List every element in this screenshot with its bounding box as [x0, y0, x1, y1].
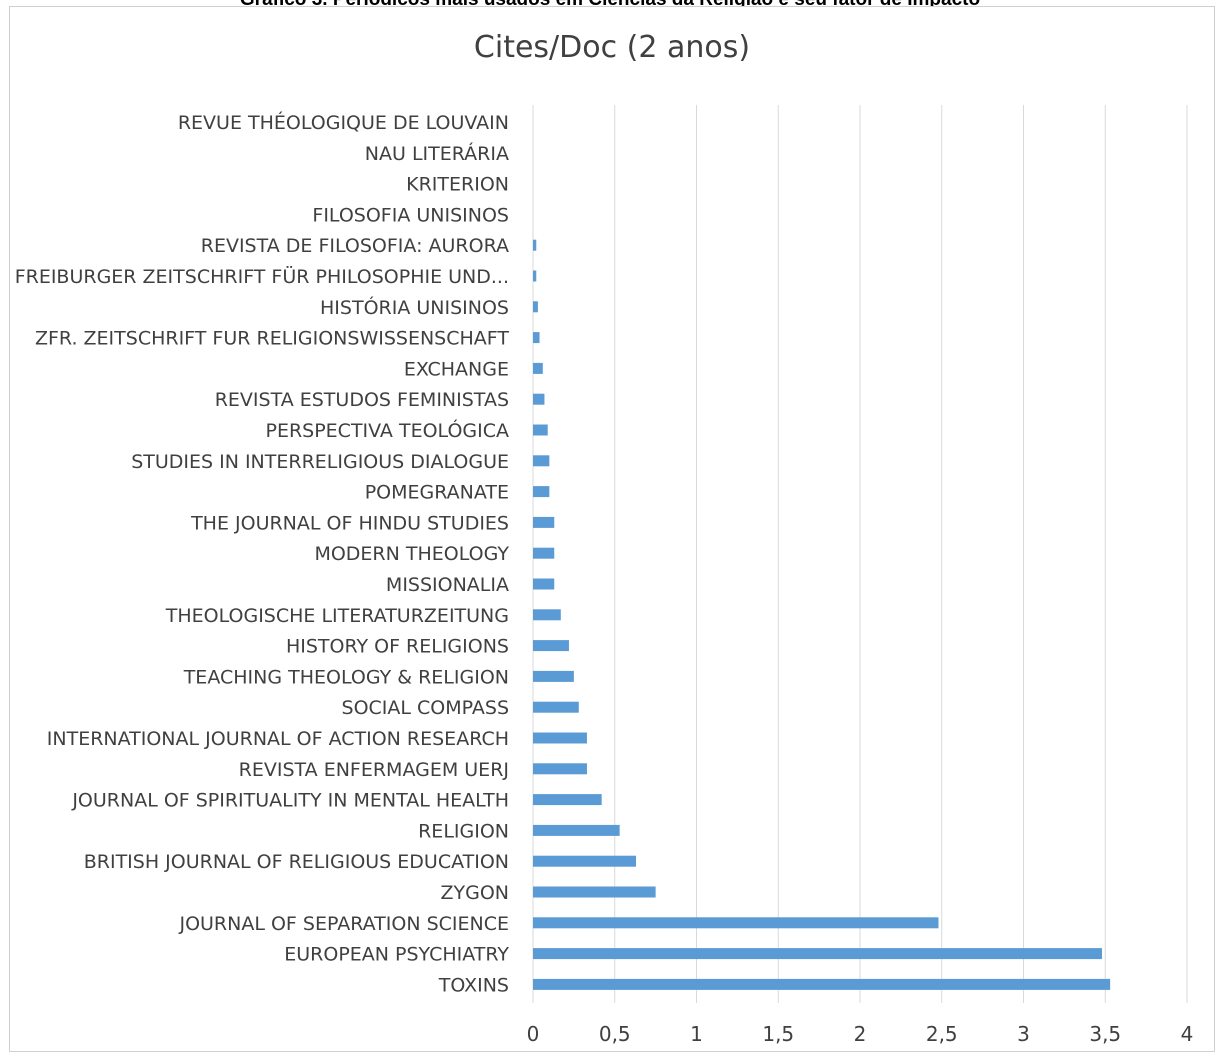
- category-label: ZFR. ZEITSCHRIFT FUR RELIGIONSWISSENSCHA…: [35, 328, 509, 350]
- bar: [533, 794, 602, 806]
- bar: [533, 516, 555, 528]
- category-label: TOXINS: [438, 974, 509, 996]
- category-label: REVISTA ENFERMAGEM UERJ: [239, 759, 509, 781]
- bar: [533, 239, 537, 251]
- bar: [533, 393, 545, 405]
- bar: [533, 270, 537, 282]
- bar: [533, 917, 939, 929]
- category-label: ZYGON: [440, 882, 509, 904]
- x-tick-label: 1: [690, 1022, 703, 1046]
- x-tick-label: 1,5: [762, 1022, 794, 1046]
- x-tick-label: 2: [854, 1022, 867, 1046]
- category-label: MISSIONALIA: [386, 574, 509, 596]
- bar: [533, 640, 569, 652]
- bar: [533, 486, 550, 498]
- category-label: REVISTA DE FILOSOFIA: AURORA: [201, 235, 509, 257]
- bar: [533, 670, 574, 682]
- chart-title: Cites/Doc (2 anos): [473, 30, 751, 65]
- category-label: NAU LITERÁRIA: [365, 142, 509, 165]
- figure-caption: Gráfico 3. Periódicos mais usados em Ciê…: [0, 0, 1220, 10]
- category-label: MODERN THEOLOGY: [314, 543, 509, 565]
- category-label: EXCHANGE: [404, 358, 509, 380]
- x-tick-labels: 0 0,5 1 1,5 2 2,5 3 3,5 4: [527, 1022, 1194, 1046]
- bar: [533, 763, 587, 775]
- category-label: RELIGION: [418, 820, 509, 842]
- bar: [533, 855, 637, 867]
- x-tick-label: 0: [527, 1022, 540, 1046]
- category-labels: REVUE THÉOLOGIQUE DE LOUVAIN NAU LITERÁRI…: [15, 111, 510, 996]
- x-tick-label: 3: [1017, 1022, 1030, 1046]
- bar: [533, 948, 1102, 960]
- bar: [533, 301, 538, 313]
- bar: [533, 609, 561, 621]
- category-label: JOURNAL OF SPIRITUALITY IN MENTAL HEALTH: [71, 790, 509, 812]
- chart-area: [9, 6, 1215, 1052]
- x-tick-label: 3,5: [1089, 1022, 1121, 1046]
- x-tick-label: 0,5: [599, 1022, 631, 1046]
- category-label: SOCIAL COMPASS: [342, 697, 509, 719]
- category-label: JOURNAL OF SEPARATION SCIENCE: [178, 913, 509, 935]
- bar: [533, 732, 587, 744]
- bar: [533, 978, 1111, 990]
- x-tick-label: 2,5: [926, 1022, 958, 1046]
- category-label: REVUE THÉOLOGIQUE DE LOUVAIN: [178, 111, 509, 134]
- bar: [533, 547, 555, 559]
- category-label: POMEGRANATE: [365, 482, 509, 504]
- bar: [533, 424, 548, 436]
- x-tick-label: 4: [1181, 1022, 1194, 1046]
- category-label: STUDIES IN INTERRELIGIOUS DIALOGUE: [131, 451, 509, 473]
- category-label: THE JOURNAL OF HINDU STUDIES: [190, 512, 509, 534]
- category-label: HISTÓRIA UNISINOS: [320, 295, 509, 319]
- category-label: FILOSOFIA UNISINOS: [312, 204, 509, 226]
- bar: [533, 824, 620, 836]
- gridlines: [532, 105, 1188, 1003]
- category-label: KRITERION: [406, 174, 509, 196]
- category-label: REVISTA ESTUDOS FEMINISTAS: [215, 389, 509, 411]
- category-label: FREIBURGER ZEITSCHRIFT FÜR PHILOSOPHIE U…: [15, 265, 509, 288]
- category-label: EUROPEAN PSYCHIATRY: [284, 944, 509, 966]
- category-label: BRITISH JOURNAL OF RELIGIOUS EDUCATION: [84, 851, 509, 873]
- bar: [533, 455, 550, 467]
- bars: [533, 239, 1111, 990]
- bar: [533, 332, 540, 344]
- category-label: THEOLOGISCHE LITERATURZEITUNG: [165, 605, 509, 627]
- bar: [533, 701, 579, 713]
- category-label: INTERNATIONAL JOURNAL OF ACTION RESEARCH: [47, 728, 509, 750]
- bar: [533, 362, 543, 374]
- bar: [533, 886, 656, 898]
- category-label: PERSPECTIVA TEOLÓGICA: [265, 418, 509, 442]
- bar: [533, 578, 555, 590]
- category-label: HISTORY OF RELIGIONS: [286, 636, 509, 658]
- category-label: TEACHING THEOLOGY & RELIGION: [183, 666, 509, 688]
